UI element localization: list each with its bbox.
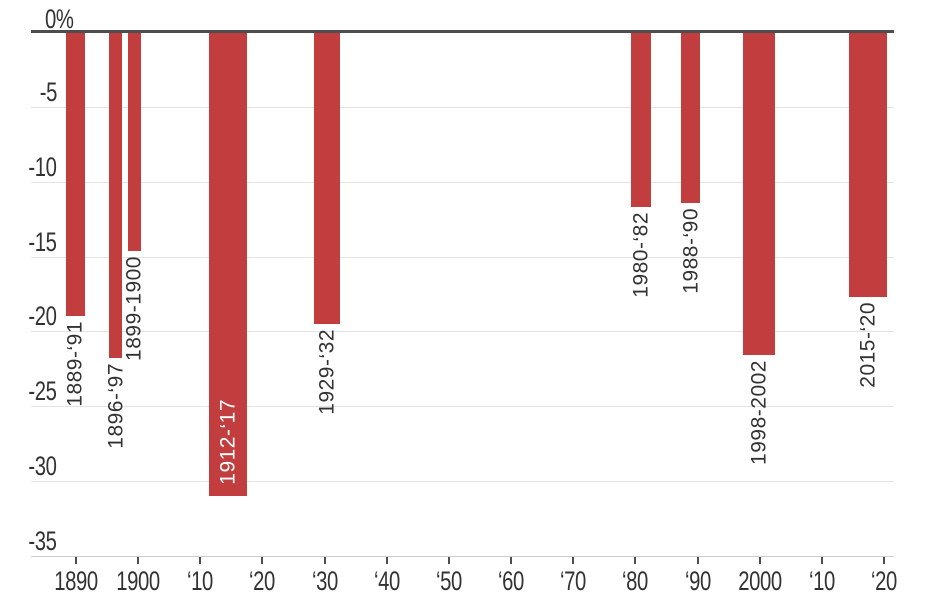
x-tick (696, 557, 699, 564)
bar-label: 1980-‘82 (629, 212, 653, 298)
x-tick-label: 2000 (737, 566, 782, 596)
x-tick-label: ‘10 (187, 566, 214, 596)
bar-label: 1899-1900 (122, 255, 146, 361)
x-tick-label: ‘50 (435, 566, 462, 596)
x-tick (820, 557, 823, 564)
x-tick-label: ‘90 (684, 566, 711, 596)
y-tick-label: -35 (28, 525, 58, 556)
bar-label: 1998-2002 (747, 360, 771, 466)
zero-line (31, 30, 894, 33)
x-axis-line (31, 556, 894, 557)
x-tick-label: ‘70 (560, 566, 587, 596)
x-tick-label: ‘20 (871, 566, 897, 596)
x-tick (758, 557, 761, 564)
x-tick-label: 1890 (54, 566, 98, 596)
bar (65, 33, 85, 317)
bar (127, 33, 141, 251)
x-tick (199, 557, 202, 564)
bar-label: 1988-‘90 (679, 207, 703, 294)
x-tick-label: ‘60 (498, 566, 525, 596)
bar-label: 2015-‘20 (856, 301, 880, 388)
gridline (31, 181, 894, 183)
x-tick (883, 557, 885, 564)
bar-label: 1929-‘32 (315, 328, 339, 415)
bar-label: 1912-‘17 (216, 399, 240, 486)
gridline (31, 406, 894, 408)
x-tick (385, 557, 388, 564)
gridline (31, 481, 894, 483)
bar-label: 1889-‘91 (63, 321, 87, 408)
gridline (31, 256, 894, 258)
y-tick-label: -30 (28, 451, 58, 482)
x-tick-label: ‘80 (622, 566, 649, 596)
x-tick (510, 557, 513, 564)
x-tick-label: 1900 (116, 566, 160, 596)
y-tick-label: -10 (28, 151, 58, 182)
bar (208, 33, 247, 497)
bar (681, 33, 701, 203)
x-tick (447, 557, 450, 564)
y-tick-label: 0% (45, 4, 74, 34)
bar (109, 33, 123, 359)
y-tick-label: -25 (28, 376, 58, 407)
x-tick (261, 557, 264, 564)
y-tick-label: -15 (28, 226, 58, 257)
bar (743, 33, 775, 356)
x-tick-label: ‘30 (311, 566, 338, 596)
x-tick (634, 557, 637, 564)
y-tick-label: -5 (39, 76, 58, 107)
x-tick-label: ‘20 (249, 566, 276, 596)
x-tick-label: ‘40 (373, 566, 400, 596)
x-tick (137, 557, 140, 564)
x-tick (572, 557, 575, 564)
x-tick (75, 557, 77, 564)
x-tick-label: ‘10 (808, 566, 835, 596)
x-tick (323, 557, 326, 564)
gridline (31, 331, 894, 333)
y-tick-label: -20 (28, 301, 58, 332)
bar (631, 33, 651, 208)
bar (314, 33, 340, 324)
gridline (31, 106, 894, 108)
bar (848, 33, 887, 297)
bar-label: 1896-‘97 (104, 363, 128, 450)
